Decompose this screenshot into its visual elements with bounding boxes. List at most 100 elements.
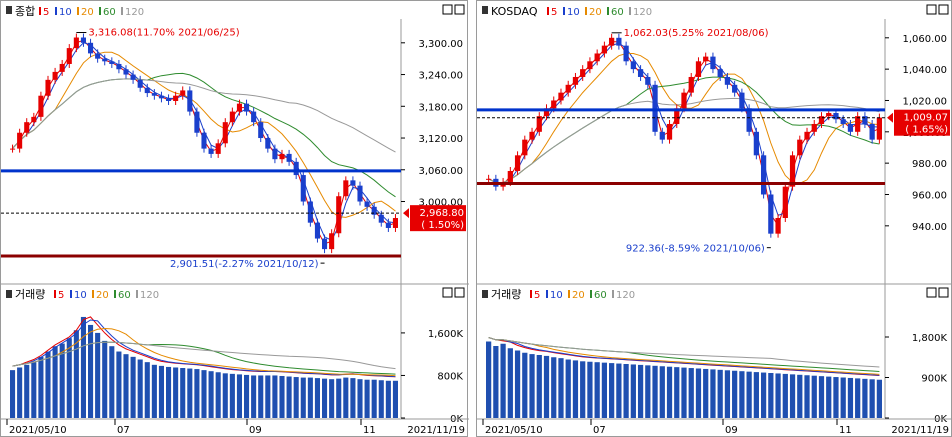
volume-bar (144, 362, 150, 418)
collapse-icon[interactable] (482, 6, 488, 14)
volume-bar (818, 376, 825, 418)
volume-bar (739, 371, 745, 418)
volume-bar (594, 362, 600, 418)
candle (797, 139, 803, 156)
y-tick-label: 3,060.00 (418, 166, 463, 177)
vma-swatch (54, 290, 56, 298)
volume-maximize-icon[interactable] (926, 287, 937, 298)
volume-bar (869, 379, 875, 418)
volume-bar (45, 351, 51, 418)
price-header (2, 2, 467, 18)
v-y-tick-label: 800K (437, 371, 463, 382)
candle (840, 119, 846, 124)
volume-bar (717, 369, 723, 418)
close-icon[interactable] (454, 4, 465, 15)
volume-bar (300, 377, 306, 418)
ma-line-10 (488, 42, 880, 217)
volume-bar (385, 380, 391, 418)
volume-maximize-icon[interactable] (442, 287, 453, 298)
candle (102, 58, 108, 62)
volume-bar (59, 343, 65, 418)
candle (293, 161, 299, 176)
vma-swatch (546, 290, 548, 298)
date-label: 11 (839, 425, 852, 436)
candle (286, 153, 292, 162)
kosdaq-chart[interactable]: KOSDAQ 5 10 20 60 120 1,060.00 1,040.00 1,020.00… (477, 1, 952, 437)
date-label: 07 (593, 425, 606, 436)
candle (739, 92, 745, 109)
high-annotation: 3,316.08(11.70% 2021/06/25) (88, 28, 239, 39)
candle (300, 175, 306, 202)
volume-collapse-icon[interactable] (482, 290, 488, 298)
candle (847, 123, 854, 132)
vma-swatch (136, 290, 138, 298)
candle (609, 37, 615, 46)
candle (724, 76, 731, 85)
vma-line-120 (12, 341, 396, 370)
y-tick-label: 940.00 (912, 222, 947, 233)
volume-close-icon[interactable] (454, 287, 465, 298)
candle (804, 131, 810, 140)
candle (862, 116, 868, 124)
volume-bar (507, 348, 513, 418)
maximize-icon[interactable] (926, 4, 937, 15)
candle (307, 201, 313, 223)
volume-bar (695, 368, 702, 418)
volume-bar (194, 369, 200, 418)
ma-swatch (547, 7, 549, 15)
y-tick-label: 1,060.00 (902, 34, 947, 45)
candle (652, 84, 658, 132)
candle (151, 93, 157, 96)
ma-label-120: 120 (633, 7, 652, 18)
volume-bar (616, 363, 622, 418)
maximize-icon[interactable] (442, 4, 453, 15)
y-tick-label: 3,120.00 (418, 134, 463, 145)
close-icon[interactable] (938, 4, 949, 15)
date-label: 2021/05/10 (9, 425, 67, 436)
candle (357, 185, 363, 202)
vma-label-60: 60 (118, 290, 131, 301)
volume-bar (279, 375, 285, 418)
volume-title: 거래량 (491, 288, 521, 301)
candle (732, 84, 738, 93)
volume-bar (609, 363, 615, 418)
candle (17, 132, 23, 149)
volume-bar (102, 340, 108, 418)
volume-close-icon[interactable] (938, 287, 949, 298)
v-y-tick-label: 1,600K (428, 329, 464, 340)
volume-bar (88, 324, 94, 418)
candle (630, 61, 636, 70)
volume-bar (681, 367, 687, 418)
vma-line-20 (12, 327, 396, 377)
ma-swatch (585, 7, 587, 15)
y-tick-label: 3,000.00 (418, 198, 463, 209)
candle (543, 108, 550, 117)
ma-swatch (563, 7, 565, 15)
price-header (478, 2, 951, 18)
candle (116, 63, 122, 70)
candle (236, 103, 242, 112)
candle (565, 84, 571, 93)
volume-collapse-icon[interactable] (6, 290, 12, 298)
volume-bar (862, 378, 868, 418)
y-tick-label: 960.00 (912, 190, 947, 201)
candle (144, 87, 150, 94)
volume-bar (732, 370, 738, 418)
volume-bar (833, 377, 839, 418)
vma-line-20 (488, 337, 880, 375)
ma-line-5 (488, 41, 880, 227)
kospi-chart[interactable]: 종합 5 10 20 60 120 3,300.00 3,240.00 3,180.00 3,12… (1, 1, 469, 437)
volume-bar (151, 364, 157, 418)
collapse-icon[interactable] (6, 6, 12, 14)
volume-bar (116, 351, 122, 418)
y-tick-label: 980.00 (912, 159, 947, 170)
current-change: ( 1.65%) (905, 125, 948, 136)
candle (659, 131, 665, 140)
volume-bar (38, 356, 44, 418)
volume-bar (782, 373, 788, 418)
v-y-tick-label: 900K (921, 374, 947, 385)
candle (130, 74, 136, 80)
candle (551, 100, 557, 109)
candle (529, 131, 535, 140)
